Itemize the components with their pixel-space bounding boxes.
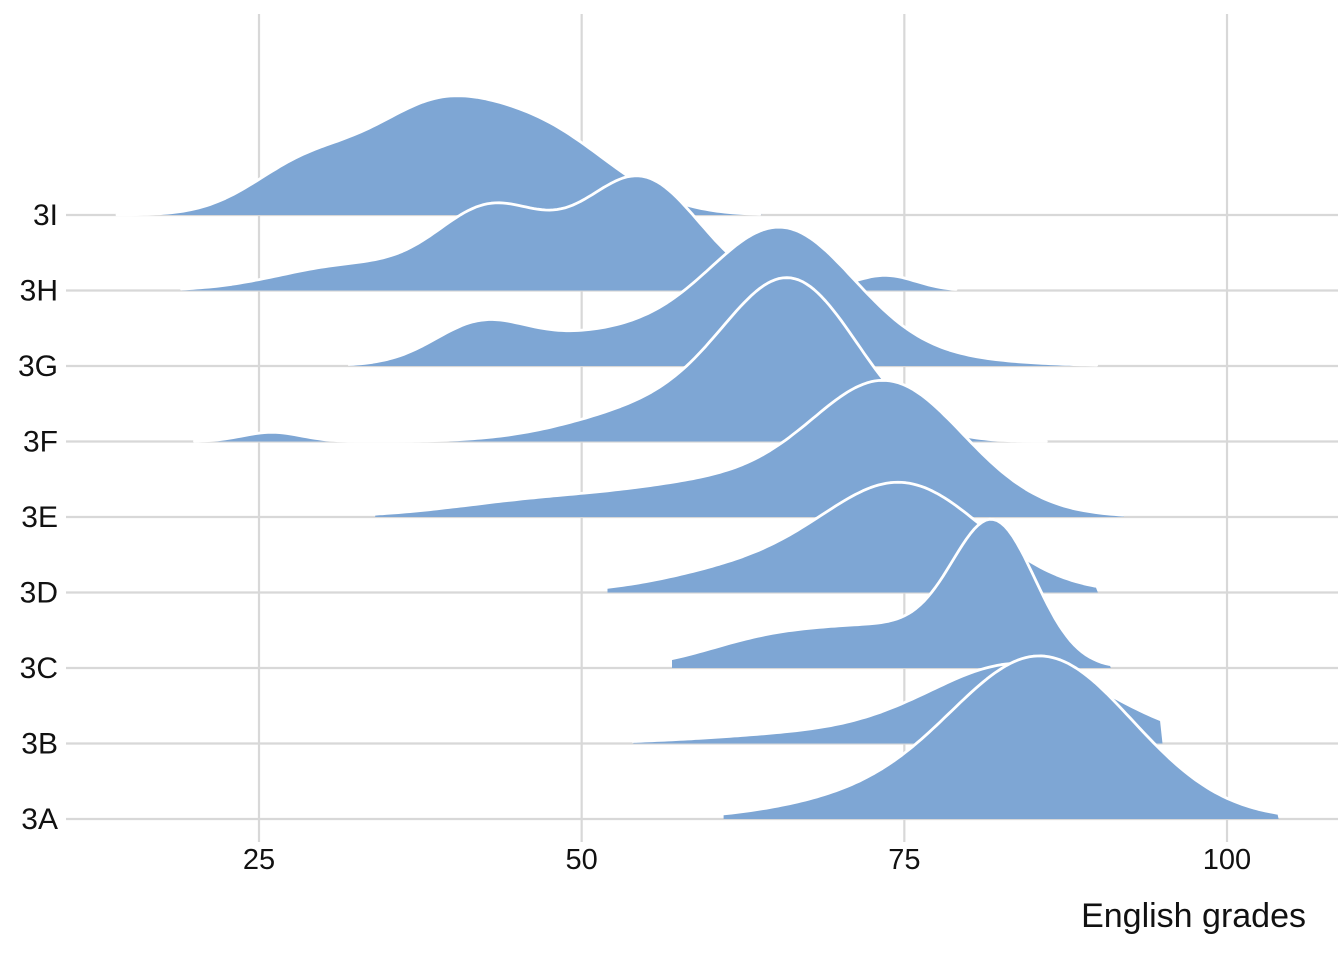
y-axis-label-3i: 3I [33,199,58,232]
y-axis-label-3c: 3C [20,652,58,685]
ridge-outline-3a [722,654,1279,816]
ridge-fill-3e [375,380,1124,517]
y-axis-label-3h: 3H [20,275,58,308]
y-axis-label-3d: 3D [20,577,58,610]
x-tick-label-50: 50 [566,844,598,876]
x-tick-label-75: 75 [888,844,920,876]
ridge-fill-3i [117,95,763,215]
y-axis-label-3a: 3A [21,803,58,836]
ridge-fill-3a [723,655,1279,819]
x-tick-label-25: 25 [243,844,275,876]
y-axis-label-3g: 3G [18,350,58,383]
ridge-outline-3c [670,517,1111,666]
y-axis-label-3f: 3F [23,426,58,459]
ridge-fill-3h [181,175,957,291]
ridge-outline-3g [347,225,1098,367]
x-tick-label-100: 100 [1203,844,1251,876]
ridge-fill-3g [349,227,1098,366]
y-axis-label-3b: 3B [21,728,58,761]
ridge-outline-3e [373,378,1124,517]
x-axis-title: English grades [1081,897,1306,935]
ridge-fill-3c [672,519,1111,668]
y-axis-label-3e: 3E [21,501,58,534]
